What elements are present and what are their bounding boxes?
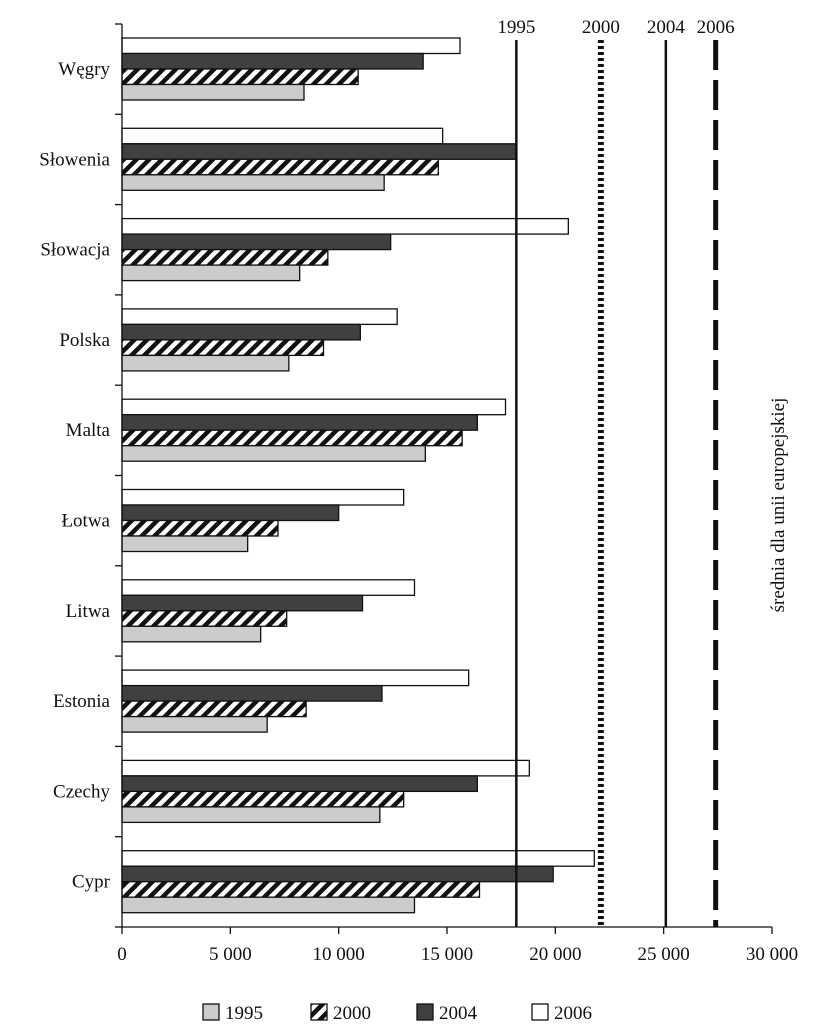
- bar-2004-7: [121, 684, 383, 702]
- category-label: Słowacja: [40, 240, 110, 261]
- bar-2000-5: [121, 519, 279, 537]
- bar-2000-8: [121, 790, 405, 808]
- bar-1995-8: [121, 806, 381, 824]
- bar-2006-6: [121, 579, 416, 596]
- bar-2000-3: [121, 339, 325, 357]
- bar-2000-7: [121, 700, 307, 718]
- reference-lines-layer: [515, 40, 719, 927]
- bar-1995-1: [121, 174, 385, 191]
- axes-layer: [115, 23, 773, 934]
- category-label: Węgry: [58, 59, 110, 80]
- category-label: Łotwa: [61, 511, 110, 532]
- bar-1995-5: [121, 535, 249, 553]
- bar-1995-0: [121, 83, 305, 101]
- category-label: Czechy: [53, 781, 110, 802]
- bar-2004-6: [121, 594, 364, 612]
- bar-2000-1: [121, 158, 439, 176]
- category-label: Cypr: [72, 872, 111, 893]
- x-tick-label: 5 000: [209, 944, 252, 965]
- bar-2000-9: [121, 881, 481, 898]
- bar-2006-4: [121, 398, 507, 416]
- category-label: Słowenia: [39, 149, 110, 170]
- bar-1995-6: [121, 625, 262, 643]
- bar-2006-1: [121, 127, 444, 145]
- legend-swatch-2000: [310, 1003, 328, 1021]
- bars-layer: [121, 37, 595, 914]
- reference-line-label: 2004: [647, 17, 686, 38]
- x-tick-label: 30 000: [746, 944, 798, 965]
- x-tick-label: 10 000: [313, 944, 365, 965]
- bar-1995-7: [121, 715, 268, 733]
- category-label: Malta: [66, 420, 111, 441]
- bar-2006-7: [121, 669, 470, 687]
- legend-label: 2006: [554, 1003, 592, 1024]
- x-tick-label: 25 000: [638, 944, 690, 965]
- bar-2006-3: [121, 308, 398, 326]
- bar-2006-5: [121, 488, 405, 506]
- x-tick-label: 0: [117, 944, 127, 965]
- x-tick-label: 20 000: [529, 944, 581, 965]
- legend-label: 2000: [333, 1003, 371, 1024]
- category-label: Litwa: [66, 601, 111, 622]
- category-label: Estonia: [53, 691, 111, 712]
- bar-1995-3: [121, 354, 290, 372]
- legend: 1995 2000 2004 2006: [202, 1003, 592, 1024]
- legend-swatch-1995: [202, 1003, 220, 1021]
- bar-2004-5: [121, 504, 340, 522]
- bar-2000-4: [121, 429, 463, 447]
- bar-2004-0: [121, 52, 424, 70]
- bar-2004-2: [121, 233, 392, 251]
- legend-label: 1995: [225, 1003, 263, 1024]
- bar-2004-1: [121, 143, 517, 160]
- bar-2006-9: [121, 850, 595, 867]
- legend-swatch-2006: [531, 1003, 549, 1021]
- bar-1995-9: [121, 896, 416, 914]
- bar-2004-4: [121, 414, 478, 431]
- bar-2006-0: [121, 37, 461, 55]
- bar-2006-8: [121, 759, 530, 777]
- bar-2004-8: [121, 775, 478, 793]
- bar-2000-0: [121, 68, 359, 86]
- bar-2004-3: [121, 323, 361, 341]
- labels-layer: Węgry Słowenia Słowacja Polska Malta Łotwa Lit…: [39, 17, 798, 965]
- bar-1995-2: [121, 264, 301, 282]
- category-label: Polska: [59, 330, 110, 351]
- legend-swatch-2004: [416, 1003, 434, 1021]
- side-label: średnia dla unii europejskiej: [768, 398, 789, 613]
- x-tick-label: 15 000: [421, 944, 473, 965]
- reference-line-label: 1995: [497, 17, 535, 38]
- legend-label: 2004: [439, 1003, 478, 1024]
- reference-line-label: 2006: [697, 17, 735, 38]
- reference-line-label: 2000: [582, 17, 620, 38]
- bar-2000-2: [121, 248, 329, 266]
- bar-1995-4: [121, 445, 426, 462]
- bar-2004-9: [121, 865, 554, 883]
- bar-2006-2: [121, 217, 569, 235]
- bar-2000-6: [121, 610, 288, 627]
